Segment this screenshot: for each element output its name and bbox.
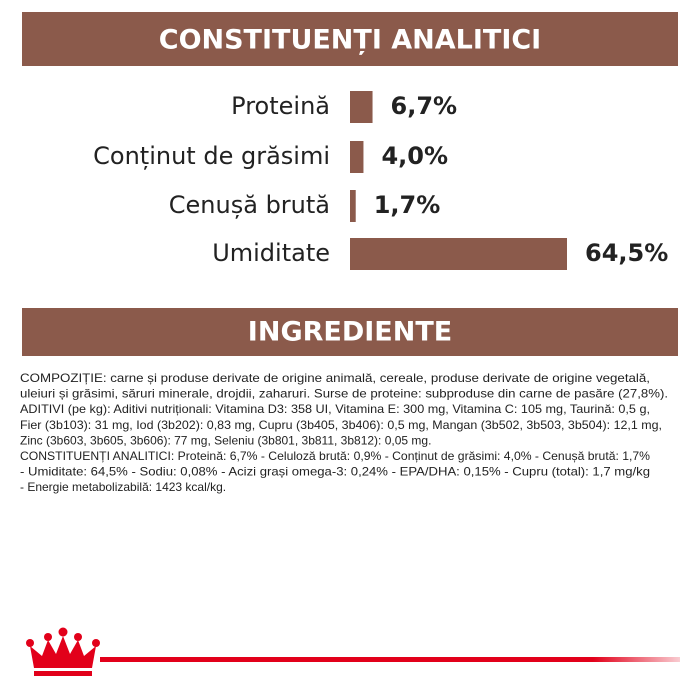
ingredient-line: uleiuri și grăsimi, săruri minerale, dro… bbox=[20, 387, 668, 401]
value-label: 64,5% bbox=[585, 239, 668, 267]
category-label: Proteină bbox=[231, 92, 330, 120]
category-label: Umiditate bbox=[212, 239, 330, 267]
ingredient-line: - Umiditate: 64,5% - Sodiu: 0,08% - Aciz… bbox=[20, 465, 650, 479]
bar bbox=[350, 141, 364, 173]
ingredient-line: - Energie metabolizabilă: 1423 kcal/kg. bbox=[20, 480, 226, 494]
value-label: 1,7% bbox=[374, 191, 441, 219]
ingredient-line: ADITIVI (pe kg): Aditivi nutriționali: V… bbox=[20, 402, 650, 416]
header-band bbox=[22, 12, 678, 66]
ingredient-line: CONSTITUENȚI ANALITICI: Proteină: 6,7% -… bbox=[20, 449, 650, 463]
value-label: 4,0% bbox=[381, 142, 448, 170]
bar bbox=[350, 238, 567, 270]
bar bbox=[350, 91, 373, 123]
ingredient-line: Zinc (3b603, 3b605, 3b606): 77 mg, Selen… bbox=[20, 433, 431, 447]
category-label: Conținut de grăsimi bbox=[93, 142, 330, 170]
category-label: Cenușă brută bbox=[169, 191, 330, 219]
chart-title: CONSTITUENȚI ANALITICI bbox=[159, 25, 541, 56]
value-label: 6,7% bbox=[391, 92, 458, 120]
logo bbox=[26, 627, 100, 676]
brand-line bbox=[100, 657, 680, 662]
header-band bbox=[22, 308, 678, 356]
section-title: INGREDIENTE bbox=[248, 317, 452, 348]
ingredient-line: COMPOZIȚIE: carne și produse derivate de… bbox=[20, 371, 650, 385]
ingredient-line: Fier (3b103): 31 mg, Iod (3b202): 0,83 m… bbox=[20, 418, 662, 432]
bar bbox=[350, 190, 356, 222]
